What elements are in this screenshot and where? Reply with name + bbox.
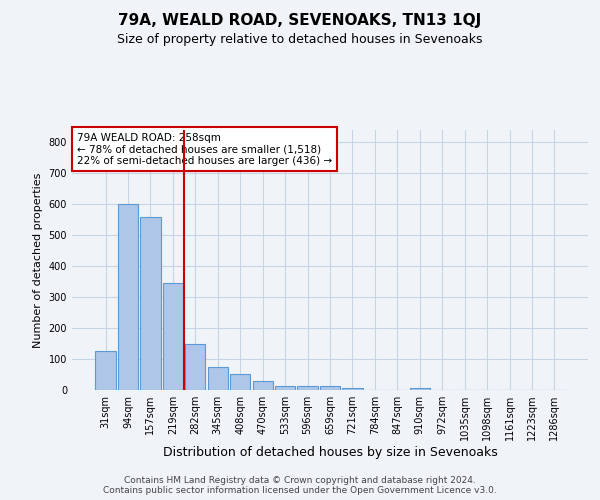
Bar: [343, 388, 362, 390]
X-axis label: Distribution of detached houses by size in Sevenoaks: Distribution of detached houses by size …: [163, 446, 497, 459]
Y-axis label: Number of detached properties: Number of detached properties: [33, 172, 43, 348]
Bar: [298, 386, 317, 390]
Text: 79A WEALD ROAD: 258sqm
← 78% of detached houses are smaller (1,518)
22% of semi-: 79A WEALD ROAD: 258sqm ← 78% of detached…: [77, 132, 332, 166]
Bar: [185, 344, 205, 390]
Bar: [208, 367, 228, 390]
Bar: [230, 374, 250, 390]
Bar: [275, 386, 295, 390]
Text: 79A, WEALD ROAD, SEVENOAKS, TN13 1QJ: 79A, WEALD ROAD, SEVENOAKS, TN13 1QJ: [118, 12, 482, 28]
Bar: [253, 380, 273, 390]
Bar: [320, 386, 340, 390]
Bar: [163, 282, 183, 390]
Bar: [118, 204, 138, 390]
Bar: [140, 218, 161, 390]
Bar: [410, 388, 430, 390]
Text: Contains HM Land Registry data © Crown copyright and database right 2024.
Contai: Contains HM Land Registry data © Crown c…: [103, 476, 497, 495]
Bar: [95, 352, 116, 390]
Text: Size of property relative to detached houses in Sevenoaks: Size of property relative to detached ho…: [117, 32, 483, 46]
